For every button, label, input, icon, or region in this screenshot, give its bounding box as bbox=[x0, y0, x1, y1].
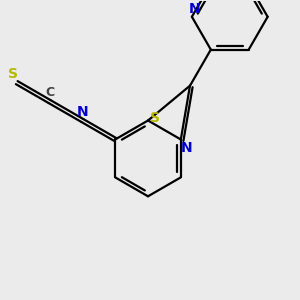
Text: N: N bbox=[76, 104, 88, 118]
Text: N: N bbox=[189, 2, 201, 16]
Text: S: S bbox=[8, 67, 18, 81]
Text: S: S bbox=[150, 110, 160, 124]
Text: N: N bbox=[181, 141, 193, 155]
Text: C: C bbox=[45, 86, 54, 99]
